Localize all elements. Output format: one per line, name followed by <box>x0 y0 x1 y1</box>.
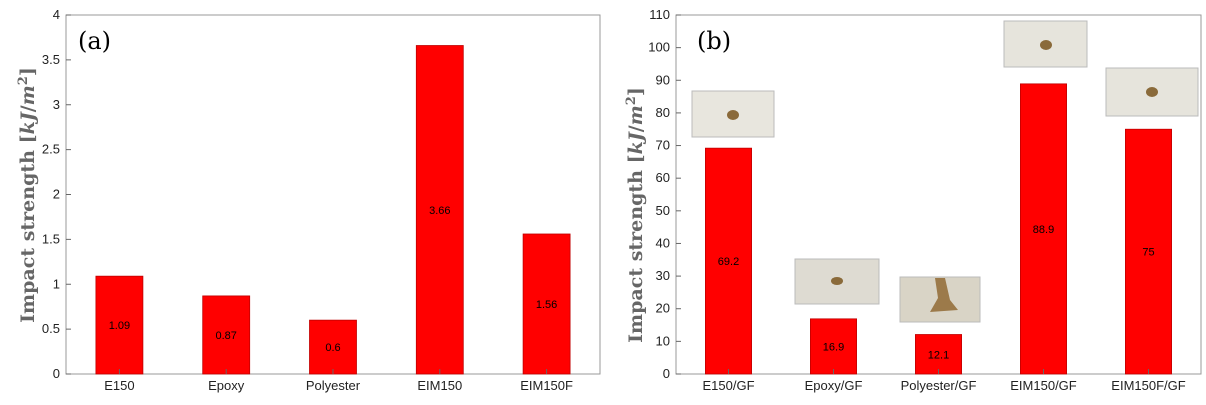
y-tick-label: 90 <box>656 72 670 87</box>
y-tick-label: 4 <box>53 7 60 22</box>
bar <box>705 147 753 375</box>
y-tick-label: 30 <box>656 268 670 283</box>
x-tick-label: EIM150/GF <box>1010 378 1077 393</box>
y-tick-label: 1 <box>53 276 60 291</box>
y-tick-label: 1.5 <box>42 231 60 246</box>
bar-value-label: 0.6 <box>325 342 340 354</box>
x-tick-label: EIM150F <box>520 378 573 393</box>
panel-label-b: (b) <box>697 27 731 55</box>
specimen-photo-e150-gf <box>691 90 775 138</box>
specimen-photo-polyester-gf <box>899 276 981 323</box>
y-tick-label: 20 <box>656 301 670 316</box>
bar-value-label: 3.66 <box>429 205 450 217</box>
bar <box>1020 83 1068 375</box>
bar <box>1125 128 1173 375</box>
y-tick-label: 10 <box>656 333 670 348</box>
bar <box>810 318 858 375</box>
x-ticks-a: E150 Epoxy Polyester EIM150 EIM150F <box>104 369 573 393</box>
chart-panel-b: (b) Impact strength [kJ/m2] 0 10 20 30 40 50 6… <box>624 7 1202 393</box>
x-tick-label: E150/GF <box>702 378 754 393</box>
y-tick-label: 0.5 <box>42 321 60 336</box>
specimen-photo-eim150f-gf <box>1105 67 1199 117</box>
bar <box>309 319 357 375</box>
x-tick-label: Polyester/GF <box>901 378 977 393</box>
y-tick-label: 3.5 <box>42 52 60 67</box>
y-tick-label: 0 <box>663 366 670 381</box>
y-tick-label: 3 <box>53 97 60 112</box>
bar <box>415 45 464 375</box>
x-tick-label: Epoxy/GF <box>805 378 863 393</box>
specimen-photo-eim150-gf <box>1003 20 1088 68</box>
y-ticks-a: 0 0.5 1 1.5 2 2.5 3 3.5 4 <box>42 7 71 381</box>
y-tick-label: 70 <box>656 138 670 153</box>
panel-label-a: (a) <box>78 27 111 55</box>
x-tick-label: Polyester <box>306 378 361 393</box>
bars-a: 1.09 0.87 0.6 3.66 1.56 <box>95 45 571 375</box>
y-tick-label: 2.5 <box>42 142 60 157</box>
y-tick-label: 2 <box>53 187 60 202</box>
bar <box>915 334 963 375</box>
y-tick-label: 50 <box>656 203 670 218</box>
bar-value-label: 88.9 <box>1033 224 1054 236</box>
chart-panel-a: (a) Impact strength [kJ/m2] 0 0.5 1 1.5 2 2.5… <box>16 7 601 393</box>
bar-value-label: 0.87 <box>215 330 236 342</box>
y-axis-label-b: Impact strength [kJ/m2] <box>624 87 648 343</box>
x-tick-label: EIM150 <box>417 378 462 393</box>
y-tick-label: 40 <box>656 235 670 250</box>
y-tick-label: 110 <box>649 7 670 22</box>
bar-value-label: 1.56 <box>536 299 557 311</box>
y-tick-label: 80 <box>656 105 670 120</box>
y-tick-label: 60 <box>656 170 670 185</box>
bar <box>522 233 571 375</box>
y-axis-label-a: Impact strength [kJ/m2] <box>16 67 40 323</box>
bars-b: 69.2 16.9 12.1 88.9 75 <box>705 83 1173 375</box>
y-tick-label: 0 <box>53 366 60 381</box>
x-tick-label: E150 <box>104 378 134 393</box>
bar-value-label: 69.2 <box>718 256 739 268</box>
specimen-photo-epoxy-gf <box>794 258 880 305</box>
bar-value-label: 1.09 <box>109 320 130 332</box>
y-ticks-b: 0 10 20 30 40 50 60 70 80 90 100 110 <box>648 7 681 381</box>
x-ticks-b: E150/GF Epoxy/GF Polyester/GF EIM150/GF EIM1… <box>702 369 1186 393</box>
bar-value-label: 16.9 <box>823 341 844 353</box>
y-tick-label: 100 <box>648 40 670 55</box>
x-tick-label: EIM150F/GF <box>1111 378 1185 393</box>
bar-value-label: 75 <box>1142 247 1154 259</box>
x-tick-label: Epoxy <box>208 378 245 393</box>
bar <box>202 295 251 375</box>
bar-value-label: 12.1 <box>928 349 949 361</box>
bar <box>95 275 144 375</box>
